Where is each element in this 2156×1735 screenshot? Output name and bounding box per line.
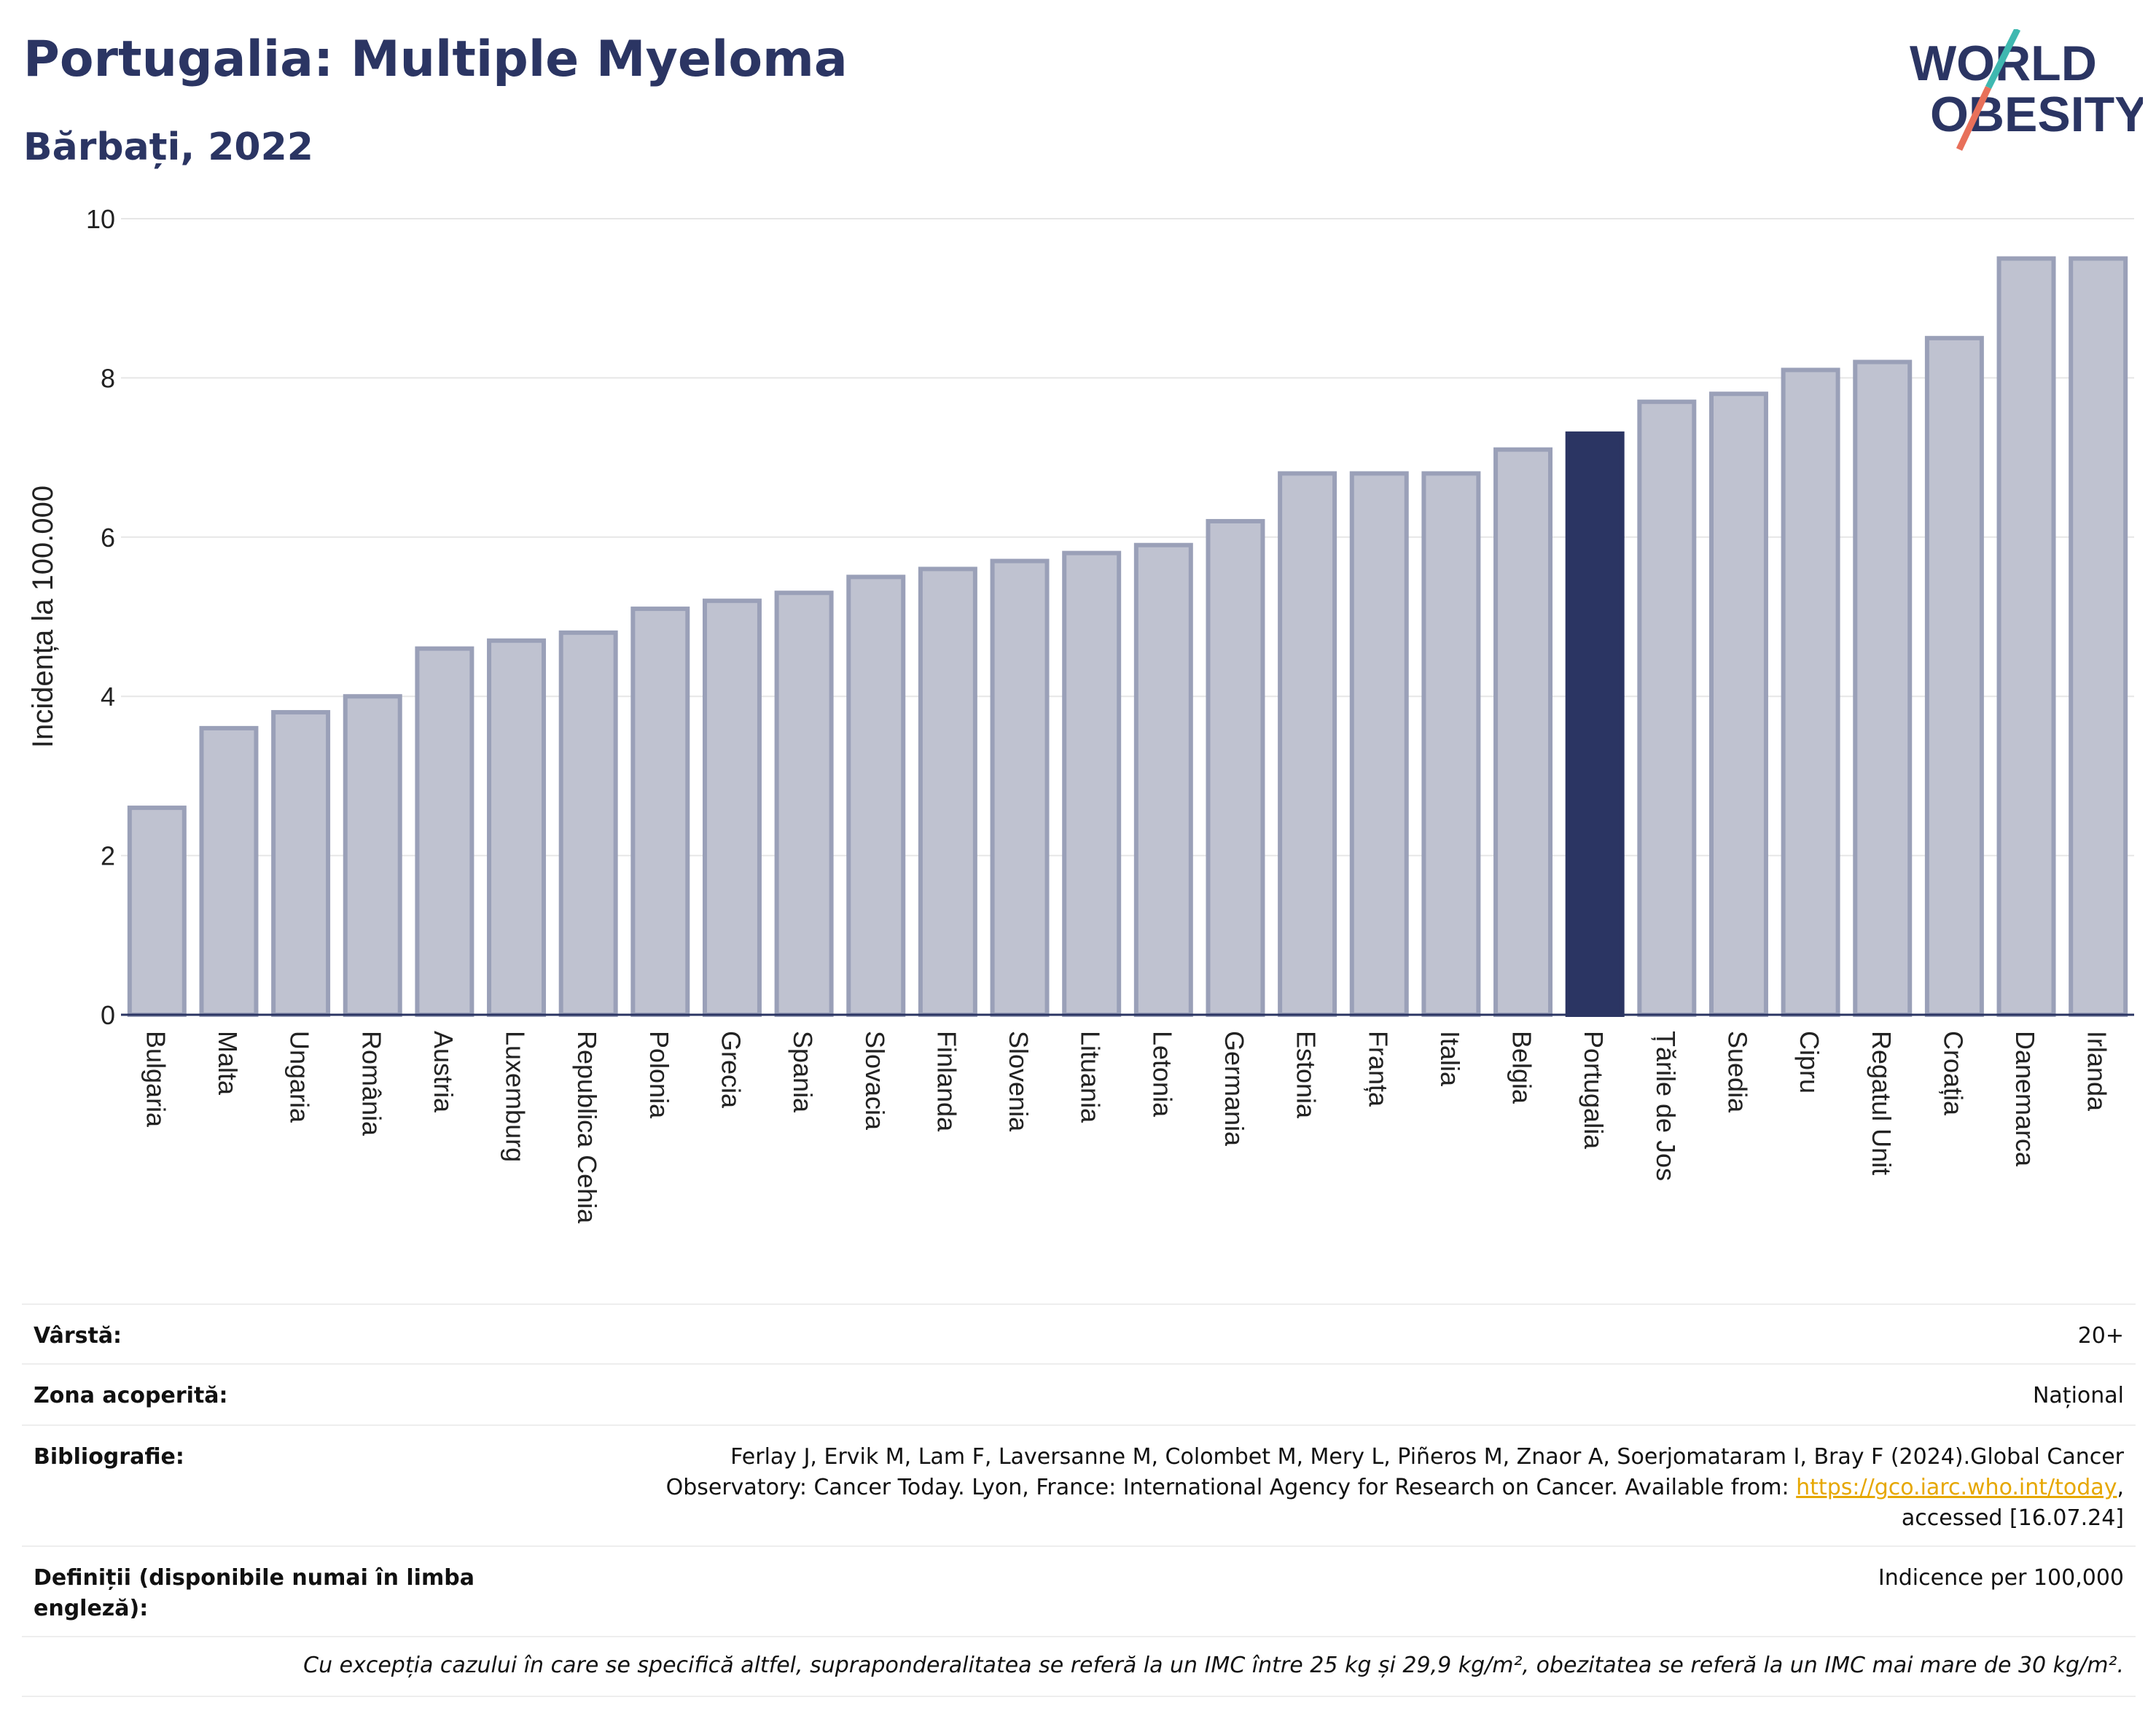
info-row-bibliography: Bibliografie: Ferlay J, Ervik M, Lam F, …: [22, 1424, 2136, 1545]
x-tick-label: Franța: [1363, 1031, 1393, 1107]
area-value: Național: [2032, 1383, 2124, 1408]
age-value: 20+: [2077, 1323, 2124, 1349]
bar: [1708, 391, 1768, 1017]
x-tick-label: Letonia: [1147, 1031, 1177, 1118]
bar: [1996, 256, 2056, 1018]
x-tick-label: Grecia: [716, 1031, 746, 1109]
bibliography-label: Bibliografie:: [34, 1444, 184, 1470]
info-row-age: Vârstă: 20+: [22, 1303, 2136, 1363]
x-tick-label: Suedia: [1722, 1031, 1752, 1113]
y-tick-label: 4: [101, 682, 115, 711]
info-table: Vârstă: 20+ Zona acoperită: Național Bib…: [22, 1303, 2136, 1697]
bar: [487, 638, 547, 1017]
bar: [1278, 471, 1337, 1017]
x-tick-label: Republica Cehia: [572, 1031, 602, 1224]
x-tick-label: Spania: [788, 1031, 818, 1113]
info-row-area: Zona acoperită: Național: [22, 1363, 2136, 1424]
info-row-note: Cu excepția cazului în care se specifică…: [22, 1636, 2136, 1697]
x-tick-label: Țările de Jos: [1651, 1031, 1681, 1181]
bar-chart: 0 2 4 6 8 10 Incidența la 100.000 Bulgaria Malta…: [27, 204, 2134, 1224]
y-tick-label: 10: [86, 204, 115, 234]
x-tick-label: Portugalia: [1579, 1031, 1609, 1150]
world-obesity-logo: WORLD OBESITY: [1910, 29, 2143, 151]
x-tick-label: Finlanda: [931, 1031, 961, 1132]
bar: [774, 590, 834, 1017]
bar: [1421, 471, 1481, 1017]
x-tick-label: Germania: [1219, 1031, 1249, 1147]
bar: [558, 630, 618, 1017]
bar: [990, 558, 1050, 1017]
bar: [271, 710, 331, 1017]
x-tick-label: Lituania: [1076, 1031, 1106, 1123]
bar: [415, 646, 474, 1017]
x-tick-label: Polonia: [644, 1031, 674, 1119]
x-tick-label: Austria: [429, 1031, 458, 1113]
y-tick-label: 8: [101, 363, 115, 393]
x-tick-label: Ungaria: [285, 1031, 315, 1123]
bar: [343, 694, 402, 1017]
logo-slash-teal: [1985, 29, 2021, 90]
bar: [1924, 335, 1984, 1017]
bar: [1637, 399, 1697, 1017]
bar: [1133, 542, 1193, 1017]
definitions-label: Definiții (disponibile numai în limba en…: [34, 1565, 474, 1621]
x-tick-label: Luxemburg: [501, 1031, 531, 1162]
x-tick-label: Italia: [1435, 1031, 1465, 1087]
x-tick-label: România: [356, 1031, 386, 1136]
bar: [630, 607, 690, 1017]
definitions-value: Indicence per 100,000: [1878, 1565, 2124, 1591]
bar: [2069, 256, 2128, 1018]
y-tick-label: 2: [101, 841, 115, 871]
x-tick-label: Slovacia: [860, 1031, 890, 1131]
area-label: Zona acoperită:: [34, 1383, 228, 1408]
page-title: Portugalia: Multiple Myeloma: [23, 31, 848, 88]
bar: [1349, 471, 1409, 1017]
bar: [199, 725, 259, 1017]
x-tick-label: Regatul Unit: [1867, 1031, 1897, 1175]
page-subtitle: Bărbați, 2022: [23, 125, 313, 169]
bar: [1565, 431, 1625, 1017]
bar: [1062, 550, 1122, 1017]
bibliography-line-1: Ferlay J, Ervik M, Lam F, Laversanne M, …: [730, 1444, 2124, 1470]
footnote: Cu excepția cazului în care se specifică…: [303, 1653, 2124, 1678]
x-tick-label: Estonia: [1292, 1031, 1321, 1119]
bibliography-link[interactable]: https://gco.iarc.who.int/today: [1796, 1475, 2117, 1500]
x-tick-label: Bulgaria: [141, 1031, 171, 1128]
bar: [1206, 518, 1265, 1017]
bibliography-line-2: Observatory: Cancer Today. Lyon, France:…: [666, 1473, 2124, 1503]
x-tick-label: Danemarca: [2010, 1031, 2040, 1167]
x-tick-label: Belgia: [1507, 1031, 1537, 1104]
y-tick-label: 0: [101, 1000, 115, 1030]
logo-slash-coral: [1956, 86, 1992, 151]
x-tick-label: Malta: [213, 1031, 243, 1096]
age-label: Vârstă:: [34, 1323, 122, 1349]
y-tick-label: 6: [101, 523, 115, 553]
bar: [702, 599, 762, 1017]
x-tick-label: Croația: [1938, 1031, 1968, 1116]
x-tick-label: Irlanda: [2082, 1031, 2112, 1112]
bar: [918, 566, 977, 1017]
bibliography-line-2-text: Observatory: Cancer Today. Lyon, France:…: [665, 1475, 1797, 1500]
bibliography-line-3: accessed [16.07.24]: [1901, 1505, 2124, 1531]
info-row-definitions: Definiții (disponibile numai în limba en…: [22, 1545, 2136, 1636]
bibliography-comma: ,: [2117, 1475, 2124, 1500]
x-tick-label: Cipru: [1794, 1031, 1824, 1093]
bar: [846, 574, 906, 1017]
bar: [1781, 367, 1840, 1018]
bar: [1493, 447, 1553, 1017]
bar: [1853, 359, 1913, 1017]
x-tick-label: Slovenia: [1004, 1031, 1034, 1132]
y-axis-title: Incidența la 100.000: [27, 486, 59, 748]
bar: [127, 806, 187, 1017]
bibliography-value: Ferlay J, Ervik M, Lam F, Laversanne M, …: [666, 1442, 2124, 1545]
